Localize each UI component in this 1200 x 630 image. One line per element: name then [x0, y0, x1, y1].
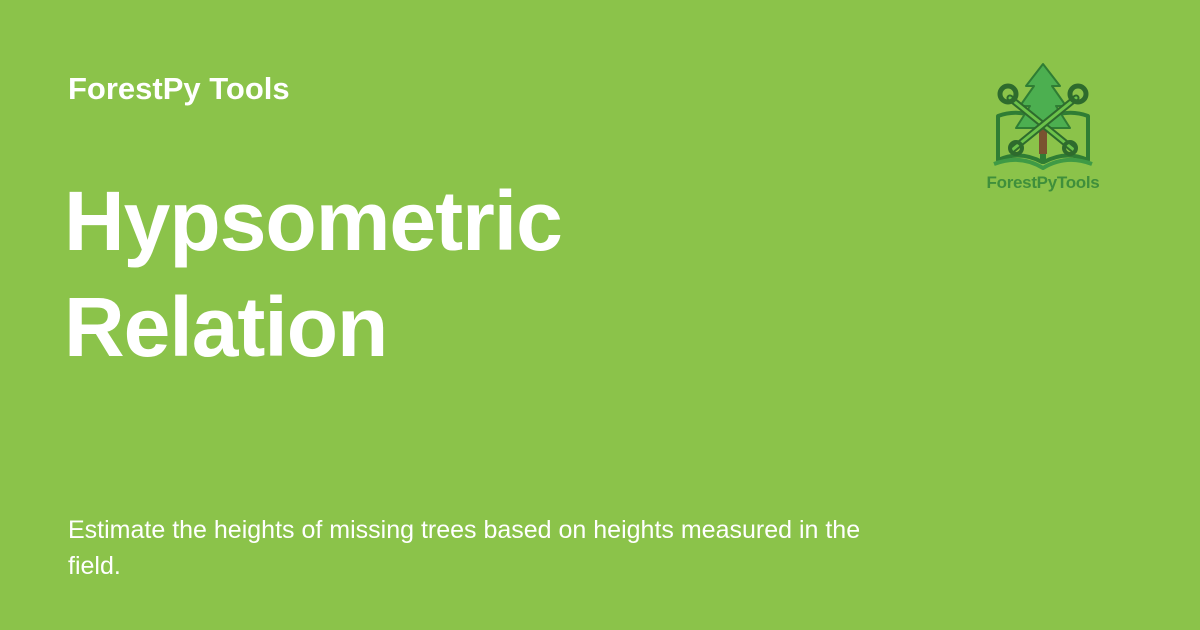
page-title: Hypsometric Relation [64, 168, 824, 380]
forest-tools-logo-icon [993, 63, 1093, 170]
tool-end-right-icon [1062, 140, 1078, 156]
screwdriver-inner-icon [1010, 96, 1078, 152]
tree-icon [1015, 63, 1071, 129]
page-title-line-2: Relation [64, 280, 388, 374]
book-right-page-icon [1042, 110, 1090, 164]
page-title-line-1: Hypsometric [64, 174, 563, 268]
site-name: ForestPy Tools [68, 71, 290, 106]
brand-logo: ForestPyTools [968, 58, 1118, 203]
logo-text: ForestPyTools [986, 173, 1100, 192]
book-base-icon [993, 157, 1093, 170]
tree-trunk-icon [1039, 128, 1047, 154]
wrench-head-icon [997, 83, 1019, 105]
screwdriver-head-icon [1067, 83, 1089, 105]
page-description: Estimate the heights of missing trees ba… [68, 516, 861, 580]
tool-end-left-icon [1008, 140, 1024, 156]
